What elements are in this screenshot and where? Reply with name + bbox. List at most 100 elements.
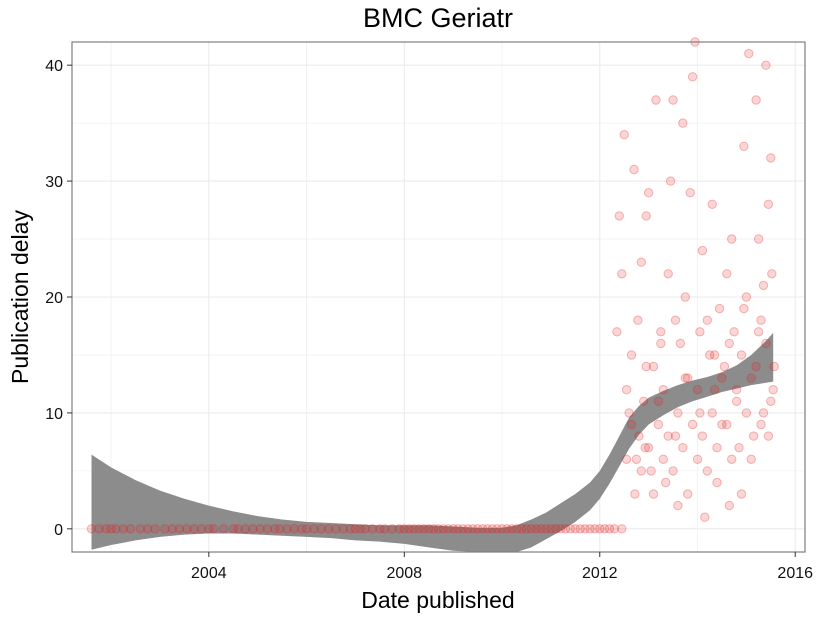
confidence-band <box>91 332 774 552</box>
data-point <box>595 524 605 534</box>
data-point <box>135 524 146 534</box>
data-point <box>612 327 622 337</box>
data-point <box>758 280 769 291</box>
data-point <box>275 524 285 534</box>
data-point <box>167 524 177 534</box>
data-point <box>143 524 153 534</box>
x-axis-title: Date published <box>361 587 514 613</box>
data-point <box>749 431 759 441</box>
data-point <box>614 211 624 221</box>
data-point <box>526 524 536 534</box>
data-point <box>673 408 683 418</box>
grid-lines <box>72 42 805 552</box>
data-point <box>468 524 478 534</box>
data-point <box>387 524 397 534</box>
data-point <box>609 524 620 534</box>
data-point <box>727 454 737 464</box>
data-point <box>174 524 185 534</box>
data-point <box>670 315 681 325</box>
data-point <box>419 524 429 534</box>
data-point <box>683 373 693 383</box>
data-point <box>717 373 727 383</box>
x-tick-label: 2008 <box>386 565 422 582</box>
data-point <box>751 361 761 372</box>
data-point <box>621 454 632 464</box>
data-point <box>546 524 556 534</box>
data-point <box>639 396 649 406</box>
data-point <box>492 524 502 534</box>
data-point <box>641 361 651 372</box>
data-point <box>301 524 312 534</box>
data-point <box>631 454 642 464</box>
data-point <box>722 419 732 430</box>
data-point <box>458 524 468 534</box>
data-point <box>560 524 571 534</box>
data-point <box>683 489 693 499</box>
data-point <box>428 524 439 534</box>
y-tick-label: 0 <box>54 522 63 539</box>
data-point <box>663 269 673 279</box>
data-point <box>565 524 576 534</box>
data-point <box>761 338 771 349</box>
data-point <box>731 385 742 395</box>
data-point <box>433 524 444 534</box>
data-point <box>380 524 390 534</box>
data-point <box>663 431 673 441</box>
data-point <box>150 524 160 534</box>
x-tick-label: 2004 <box>191 565 227 582</box>
data-point <box>702 466 712 476</box>
data-point <box>687 72 698 82</box>
data-point <box>626 350 637 360</box>
data-point <box>653 396 664 406</box>
data-point <box>345 524 356 534</box>
data-point <box>702 315 712 325</box>
data-point <box>722 269 732 279</box>
data-point <box>541 524 551 534</box>
data-point <box>736 350 747 360</box>
data-point <box>668 466 678 476</box>
data-point <box>443 524 453 534</box>
data-point <box>599 524 610 534</box>
data-point <box>409 524 419 534</box>
data-point <box>665 176 676 186</box>
data-point <box>636 466 646 476</box>
data-point <box>487 524 497 534</box>
data-point <box>695 327 705 337</box>
data-point <box>656 327 666 337</box>
data-point <box>670 431 681 441</box>
data-point <box>531 524 541 534</box>
data-point <box>678 443 688 453</box>
data-point <box>734 443 744 453</box>
data-point <box>255 524 265 534</box>
data-point <box>695 408 705 418</box>
data-point <box>617 524 627 534</box>
data-point <box>619 130 629 140</box>
data-point <box>160 524 170 534</box>
data-point <box>736 489 747 499</box>
data-point <box>668 95 678 105</box>
data-point <box>282 524 292 534</box>
data-point <box>640 443 650 453</box>
data-point <box>756 315 766 325</box>
data-point <box>753 234 764 244</box>
data-point <box>692 385 703 395</box>
y-axis-title: Publication delay <box>7 210 33 384</box>
data-point <box>323 524 334 534</box>
data-point <box>763 431 774 441</box>
data-point <box>678 118 688 128</box>
data-point <box>590 524 600 534</box>
data-point <box>724 338 734 349</box>
data-point <box>680 373 690 383</box>
data-point <box>399 524 409 534</box>
data-point <box>731 396 742 406</box>
data-point <box>350 524 361 534</box>
data-point <box>656 338 666 349</box>
data-point <box>629 164 639 175</box>
data-point <box>685 188 695 198</box>
data-point <box>756 419 766 430</box>
data-point <box>739 303 749 314</box>
data-point <box>360 524 370 534</box>
axis-ticks: 2004 2008 2012 2016 0 10 20 30 40 <box>45 58 813 582</box>
data-point <box>634 431 644 441</box>
